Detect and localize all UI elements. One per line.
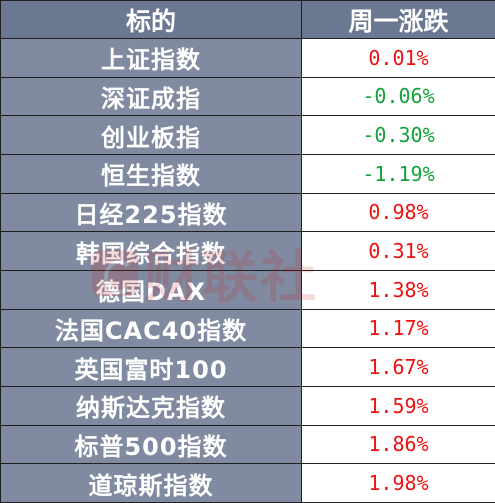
index-name: 韩国综合指数	[0, 231, 302, 271]
table-row: 英国富时100 1.67%	[0, 347, 495, 387]
table-row: 创业板指 -0.30%	[0, 115, 495, 155]
index-change: 1.59%	[301, 385, 495, 426]
index-name: 深证成指	[0, 76, 302, 117]
table-row: 韩国综合指数 0.31%	[0, 231, 495, 271]
index-change: 1.98%	[301, 463, 495, 503]
index-change: -1.19%	[301, 153, 495, 194]
index-name: 德国DAX	[0, 269, 302, 310]
index-change: 0.31%	[301, 231, 495, 271]
index-change: -0.30%	[301, 115, 495, 155]
table-row: 恒生指数 -1.19%	[0, 153, 495, 194]
table-row: 德国DAX 1.38%	[0, 269, 495, 310]
table-row: 上证指数 0.01%	[0, 38, 495, 78]
index-name: 日经225指数	[0, 192, 302, 233]
index-change: 0.01%	[301, 38, 495, 78]
index-name: 英国富时100	[0, 347, 302, 387]
index-change: -0.06%	[301, 76, 495, 117]
table-row: 日经225指数 0.98%	[0, 192, 495, 233]
index-name: 法国CAC40指数	[0, 308, 302, 349]
index-name: 道琼斯指数	[0, 463, 302, 503]
index-change: 1.86%	[301, 424, 495, 465]
table-row: 深证成指 -0.06%	[0, 76, 495, 117]
index-change: 0.98%	[301, 192, 495, 233]
index-change: 1.17%	[301, 308, 495, 349]
index-name: 标普500指数	[0, 424, 302, 465]
header-name-column: 标的	[0, 0, 302, 39]
index-name: 恒生指数	[0, 153, 302, 194]
index-name: 纳斯达克指数	[0, 385, 302, 426]
header-change-column: 周一涨跌	[301, 0, 495, 39]
index-change: 1.67%	[301, 347, 495, 387]
index-name: 上证指数	[0, 38, 302, 78]
table-row: 道琼斯指数 1.98%	[0, 463, 495, 503]
table-row: 纳斯达克指数 1.59%	[0, 385, 495, 426]
table-row: 标普500指数 1.86%	[0, 424, 495, 465]
index-change: 1.38%	[301, 269, 495, 310]
table-header-row: 标的 周一涨跌	[0, 0, 495, 39]
index-name: 创业板指	[0, 115, 302, 155]
table-row: 法国CAC40指数 1.17%	[0, 308, 495, 349]
